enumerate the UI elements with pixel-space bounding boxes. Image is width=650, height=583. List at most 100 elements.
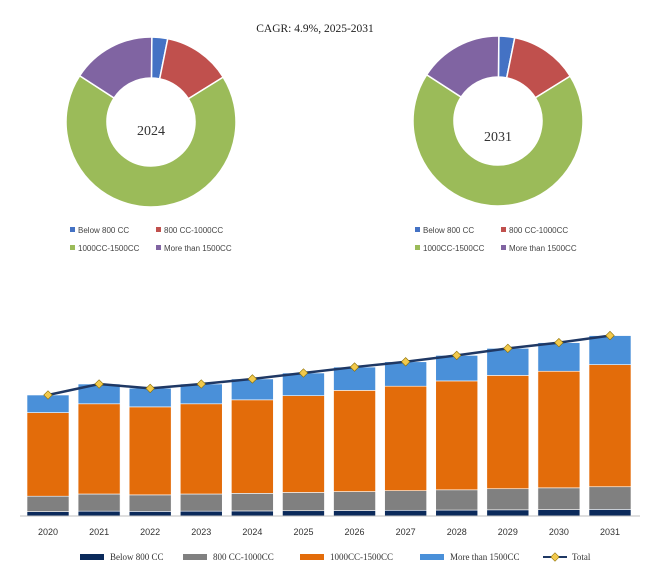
bar-2025-1000-1500 <box>282 395 325 493</box>
bar-2031-1500-plus <box>588 335 632 365</box>
bar-2024-800-1000 <box>231 493 274 512</box>
legend-swatch-1000-1500 <box>70 245 75 250</box>
legend-label-below-800: Below 800 CC <box>110 552 164 562</box>
donut-slice-1500-plus <box>425 35 500 99</box>
total-marker-2031 <box>605 330 615 341</box>
legend-swatch-800-1000 <box>501 227 506 232</box>
x-tick-2020: 2020 <box>38 527 58 537</box>
total-marker-2022 <box>145 383 155 394</box>
bar-2031-800-1000 <box>588 486 632 510</box>
x-tick-2022: 2022 <box>140 527 160 537</box>
total-marker-2029 <box>503 343 513 354</box>
total-marker-2023 <box>196 379 206 389</box>
donut-slice-1000-1500 <box>65 74 237 208</box>
bar-2030-1000-1500 <box>537 370 581 489</box>
bar-2023-1000-1500 <box>179 403 223 495</box>
bar-2031-1000-1500 <box>588 364 632 488</box>
legend-swatch-800-1000 <box>183 554 207 560</box>
bar-2028-below-800 <box>435 509 479 517</box>
bar-2031-below-800 <box>588 509 632 517</box>
bar-2023-below-800 <box>179 510 223 517</box>
bar-2020-1000-1500 <box>26 412 70 497</box>
x-tick-2025: 2025 <box>293 527 313 537</box>
legend-swatch-1000-1500 <box>415 245 420 250</box>
legend-swatch-1500-plus <box>501 245 506 250</box>
legend-swatch-800-1000 <box>156 227 161 232</box>
bar-2027-below-800 <box>384 509 427 517</box>
x-tick-2030: 2030 <box>549 527 569 537</box>
donut-2024-legend: Below 800 CC 800 CC-1000CC 1000CC-1500CC… <box>70 226 232 253</box>
legend-swatch-below-800 <box>70 227 75 232</box>
bar-2026-1000-1500 <box>333 390 376 492</box>
legend-swatch-1000-1500 <box>300 554 324 560</box>
x-tick-2029: 2029 <box>498 527 518 537</box>
x-tick-2026: 2026 <box>345 527 365 537</box>
bar-2021-800-1000 <box>77 493 121 512</box>
stacked-bar-chart: 2020 2021 2022 2023 2024 2025 2026 2027 2028 2029… <box>20 330 640 537</box>
total-marker-2020 <box>43 390 53 400</box>
legend-label-800-1000: 800 CC-1000CC <box>509 226 568 235</box>
x-tick-2027: 2027 <box>396 527 416 537</box>
bar-2022-below-800 <box>128 511 172 517</box>
bar-2027-800-1000 <box>384 490 427 511</box>
donut-chart-2024: 2024 <box>65 36 237 208</box>
bar-2030-1500-plus <box>537 342 581 372</box>
donut-2031-legend: Below 800 CC 800 CC-1000CC 1000CC-1500CC… <box>415 226 577 253</box>
legend-label-below-800: Below 800 CC <box>423 226 474 235</box>
total-marker-2028 <box>452 350 462 361</box>
bar-2023-800-1000 <box>179 493 223 512</box>
total-marker-2021 <box>94 379 104 389</box>
legend-label-1500-plus: More than 1500CC <box>509 244 577 253</box>
donut-slice-1000-1500 <box>412 73 584 207</box>
bar-2021-1000-1500 <box>77 403 121 495</box>
bar-2024-1000-1500 <box>231 399 274 494</box>
bar-2027-1000-1500 <box>384 385 427 492</box>
legend-swatch-below-800 <box>80 554 104 560</box>
legend-swatch-1500-plus <box>156 245 161 250</box>
bar-2022-1000-1500 <box>128 406 172 496</box>
bar-2028-800-1000 <box>435 489 479 511</box>
x-tick-2024: 2024 <box>242 527 262 537</box>
bar-2025-below-800 <box>282 510 325 517</box>
cagr-title: CAGR: 4.9%, 2025-2031 <box>256 23 374 35</box>
legend-label-1000-1500: 1000CC-1500CC <box>78 244 140 253</box>
bar-2022-800-1000 <box>128 494 172 512</box>
total-line <box>47 334 611 397</box>
bar-2028-1000-1500 <box>435 380 479 491</box>
legend-swatch-below-800 <box>415 227 420 232</box>
legend-label-1000-1500: 1000CC-1500CC <box>330 552 393 562</box>
bar-2020-below-800 <box>26 511 70 517</box>
total-marker-2025 <box>298 368 309 378</box>
bar-2024-below-800 <box>231 510 274 517</box>
legend-label-800-1000: 800 CC-1000CC <box>213 552 274 562</box>
legend-swatch-1500-plus <box>420 554 444 560</box>
bar-2029-1000-1500 <box>486 375 530 490</box>
legend-label-1000-1500: 1000CC-1500CC <box>423 244 485 253</box>
bar-2026-below-800 <box>333 510 376 517</box>
total-marker-2026 <box>349 362 360 372</box>
bar-2030-below-800 <box>537 509 581 517</box>
bar-2025-800-1000 <box>282 492 325 512</box>
bar-chart-legend: Below 800 CC 800 CC-1000CC 1000CC-1500CC… <box>80 552 591 562</box>
total-marker-2027 <box>400 357 411 367</box>
bar-2029-800-1000 <box>486 488 530 511</box>
x-tick-2023: 2023 <box>191 527 211 537</box>
bar-2021-below-800 <box>77 510 121 517</box>
donut-slice-1500-plus <box>78 36 153 100</box>
bar-2030-800-1000 <box>537 487 581 510</box>
total-marker-2024 <box>247 374 258 384</box>
legend-label-total: Total <box>572 552 591 562</box>
bar-2029-below-800 <box>486 509 530 517</box>
x-tick-2021: 2021 <box>89 527 109 537</box>
total-marker-2030 <box>554 337 564 348</box>
bar-2020-800-1000 <box>26 495 70 512</box>
legend-label-800-1000: 800 CC-1000CC <box>164 226 223 235</box>
donut-chart-2031: 2031 <box>412 35 584 207</box>
legend-total-marker <box>550 552 560 562</box>
donut-2024-center-label: 2024 <box>137 124 165 139</box>
legend-label-below-800: Below 800 CC <box>78 226 129 235</box>
x-tick-2028: 2028 <box>447 527 467 537</box>
bar-2026-800-1000 <box>333 491 376 511</box>
x-tick-2031: 2031 <box>600 527 620 537</box>
